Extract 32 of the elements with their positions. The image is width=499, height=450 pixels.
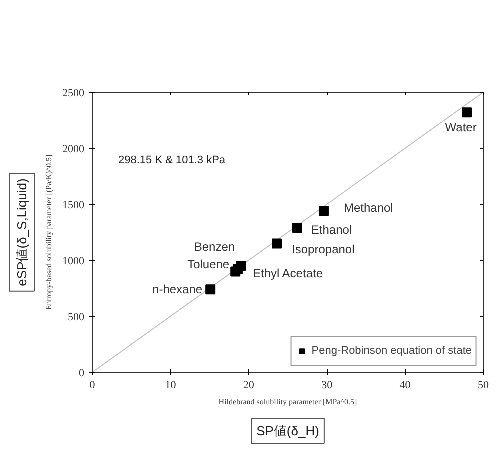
- y-tick-label: 0: [79, 368, 85, 380]
- y-tick-label: 2000: [62, 144, 85, 156]
- point: [318, 206, 329, 216]
- annotation: n-hexane: [152, 282, 203, 297]
- x-tick-label: 10: [165, 380, 177, 392]
- x-axis-title: Hildebrand solubility parameter [MPa^0.5]: [218, 398, 358, 406]
- text: eSP値(δ_S,Liquid): [14, 178, 30, 286]
- y-tick-label: 1500: [62, 200, 85, 212]
- point: [232, 264, 243, 274]
- x-tick-label: 30: [322, 380, 334, 392]
- x-tick-label: 50: [478, 380, 490, 392]
- point: [206, 284, 216, 295]
- text: SP値(δ_H): [256, 424, 320, 438]
- x-tick-label: 0: [90, 380, 96, 392]
- x-tick-label: 20: [243, 380, 255, 392]
- annotation: Benzen: [194, 240, 236, 254]
- annotation: 298.15 K & 101.3 kPa: [118, 154, 226, 166]
- point: [292, 223, 302, 234]
- annotation: Ethyl Acetate: [252, 266, 324, 280]
- legend-label: Peng-Robinson equation of state: [312, 345, 472, 357]
- x-tick-label: 40: [400, 380, 412, 392]
- y-tick-label: 1000: [62, 256, 85, 268]
- y-tick-label: 2500: [62, 88, 85, 100]
- point: [462, 108, 472, 118]
- annotation: Methanol: [344, 201, 394, 216]
- annotation: Ethanol: [311, 223, 352, 238]
- y-axis-title: Entropy-based solubility parameter [(Pa/K)^0.5]: [44, 154, 54, 310]
- annotation: Toluene: [188, 258, 230, 272]
- point: [272, 238, 282, 249]
- annotation: Water: [445, 120, 477, 135]
- annotation: Isopropanol: [292, 242, 355, 257]
- y-tick-label: 500: [68, 312, 85, 324]
